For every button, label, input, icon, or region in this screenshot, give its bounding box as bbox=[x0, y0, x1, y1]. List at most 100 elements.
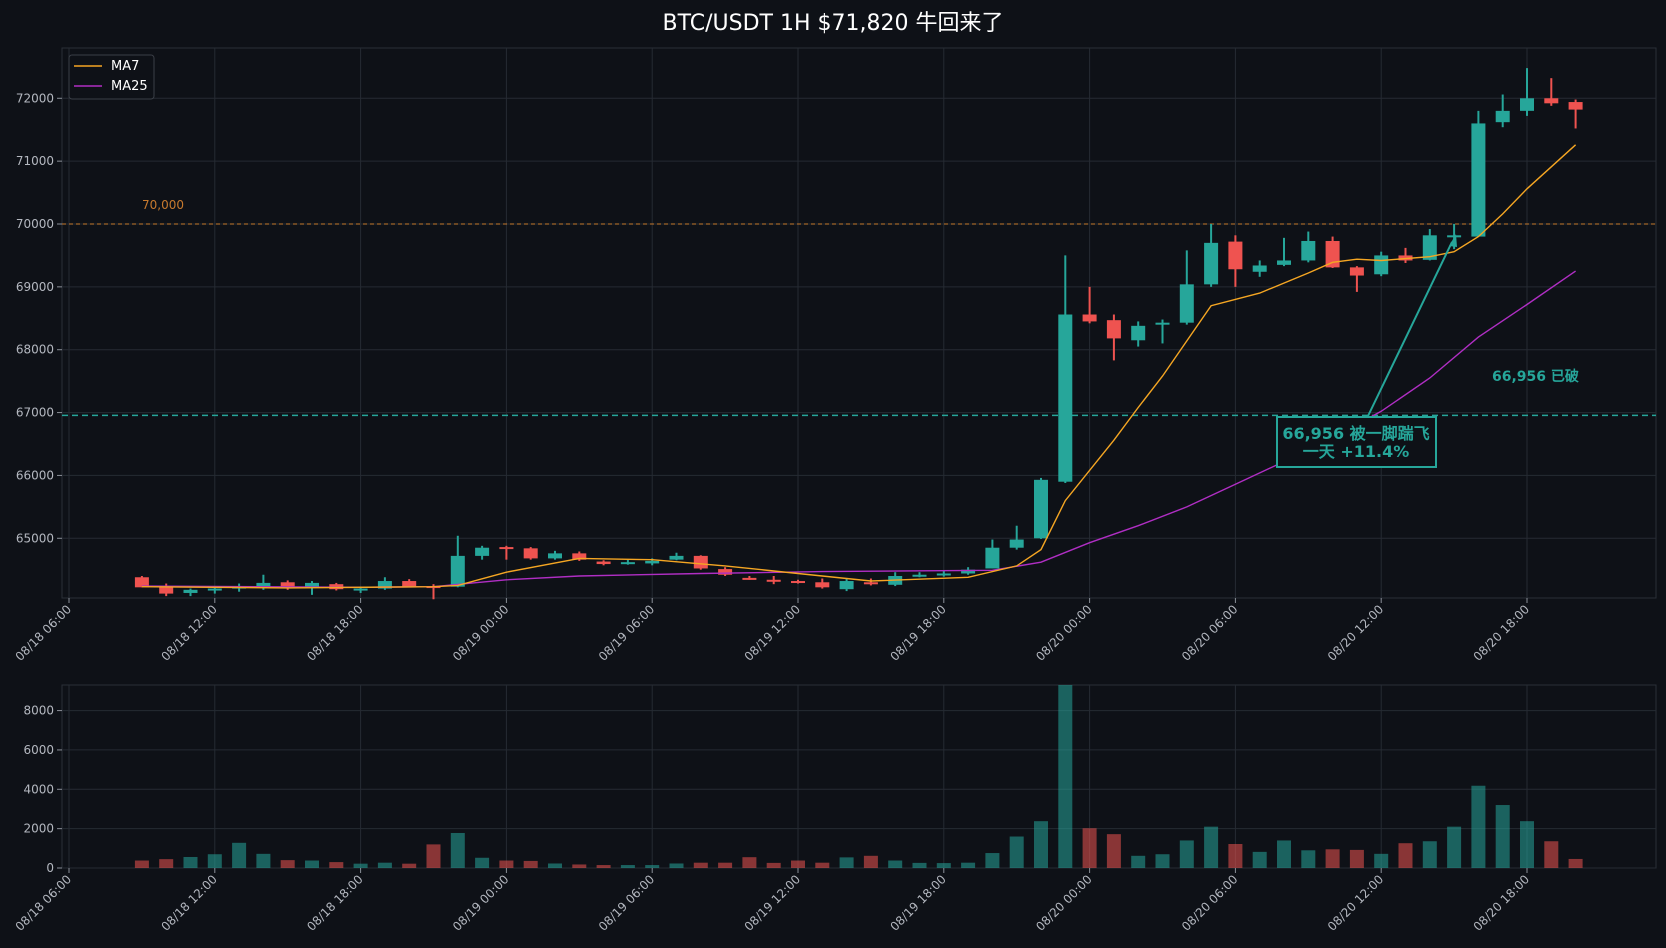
candle-body bbox=[985, 547, 1000, 569]
volume-bar bbox=[1422, 841, 1437, 868]
candle bbox=[791, 579, 805, 584]
candle-body bbox=[596, 561, 611, 565]
candle bbox=[669, 552, 684, 561]
candle-body bbox=[1082, 314, 1097, 322]
volume-y-tick-label: 8000 bbox=[23, 704, 54, 718]
candle-body bbox=[1131, 325, 1146, 341]
volume-bar bbox=[620, 865, 635, 868]
volume-bar bbox=[1228, 843, 1243, 868]
annotations: 70,000 66,956 已破 66,956 被一脚踹飞 一天 +11.4% bbox=[142, 198, 1579, 468]
volume-bar bbox=[791, 860, 805, 868]
volume-bar bbox=[426, 844, 441, 868]
reference-lines bbox=[62, 223, 1656, 417]
volume-bar bbox=[961, 862, 976, 868]
candle bbox=[1058, 255, 1073, 483]
volume-bar bbox=[305, 860, 319, 868]
candle bbox=[766, 576, 781, 585]
volume-bar bbox=[1155, 854, 1170, 868]
price-y-tick-label: 69000 bbox=[16, 280, 54, 294]
volume-y-tick-label: 4000 bbox=[23, 782, 54, 796]
candle-body bbox=[1520, 98, 1534, 111]
candle-body bbox=[1349, 267, 1364, 276]
candle bbox=[1034, 477, 1048, 539]
volume-bar bbox=[1544, 841, 1559, 868]
candle-body bbox=[693, 555, 708, 569]
candle bbox=[1252, 260, 1267, 277]
volume-bar bbox=[1520, 821, 1534, 868]
price-y-tick-label: 65000 bbox=[16, 531, 54, 545]
candle-body bbox=[1009, 539, 1024, 548]
candle-body bbox=[548, 553, 562, 559]
volume-bar bbox=[329, 862, 344, 868]
candles bbox=[134, 68, 1583, 600]
candle bbox=[1277, 237, 1291, 267]
volume-bar bbox=[1131, 855, 1146, 868]
candle bbox=[1204, 224, 1219, 287]
candle bbox=[1228, 235, 1243, 287]
candle-body bbox=[256, 582, 271, 587]
candle-body bbox=[1034, 479, 1048, 539]
price-y-tick-label: 72000 bbox=[16, 91, 54, 105]
moving-averages bbox=[141, 144, 1577, 589]
candle-body bbox=[863, 582, 878, 585]
candle-body bbox=[353, 588, 368, 591]
annotation-line-2: 一天 +11.4% bbox=[1303, 442, 1410, 461]
candle bbox=[548, 550, 562, 560]
candle-body bbox=[1447, 235, 1462, 238]
candle-body bbox=[791, 581, 805, 584]
candle bbox=[1568, 99, 1583, 129]
candle bbox=[1325, 236, 1340, 268]
candle-body bbox=[1471, 123, 1486, 237]
candle-body bbox=[280, 582, 295, 588]
candle bbox=[450, 535, 465, 588]
candle bbox=[1301, 231, 1316, 263]
candle-body bbox=[912, 574, 927, 577]
volume-bar bbox=[232, 842, 247, 868]
volume-bar bbox=[548, 863, 562, 868]
volume-bar bbox=[159, 859, 174, 868]
candle-body bbox=[742, 577, 757, 580]
candle-body bbox=[450, 555, 465, 587]
candle bbox=[815, 578, 830, 589]
volume-bar bbox=[718, 862, 733, 868]
volume-bar bbox=[1301, 850, 1316, 868]
candle bbox=[936, 570, 951, 577]
candle bbox=[863, 578, 878, 586]
volume-bar bbox=[1568, 858, 1583, 868]
volume-bar bbox=[1252, 851, 1267, 868]
volume-bar bbox=[1179, 840, 1194, 868]
volume-bar bbox=[936, 863, 951, 868]
candle-body bbox=[377, 581, 392, 589]
candle bbox=[1082, 286, 1097, 324]
volume-bar bbox=[985, 853, 1000, 868]
volume-bar bbox=[1495, 805, 1510, 868]
ma7-line bbox=[141, 144, 1577, 589]
candle-body bbox=[1058, 314, 1073, 482]
candle-body bbox=[1155, 322, 1170, 325]
volume-bar bbox=[1374, 853, 1389, 868]
candle-body bbox=[159, 587, 174, 594]
legend: MA7 MA25 bbox=[68, 54, 155, 100]
candle bbox=[183, 588, 198, 597]
price-y-tick-label: 68000 bbox=[16, 343, 54, 357]
volume-bar bbox=[1349, 849, 1364, 868]
volume-bar bbox=[1471, 785, 1486, 868]
candle bbox=[620, 559, 635, 565]
annotation-arrow bbox=[1367, 241, 1453, 417]
candle-body bbox=[475, 547, 490, 556]
candle-body bbox=[669, 555, 684, 560]
legend-ma7-label: MA7 bbox=[111, 59, 139, 74]
candle-body bbox=[1204, 242, 1219, 285]
candle-body bbox=[1252, 265, 1267, 272]
volume-bar bbox=[450, 832, 465, 868]
candle bbox=[499, 545, 514, 560]
candle-body bbox=[936, 573, 951, 576]
volume-bar bbox=[839, 857, 854, 868]
chart-title: BTC/USDT 1H $71,820 牛回来了 bbox=[663, 11, 1004, 36]
candle-body bbox=[815, 582, 830, 588]
candle-body bbox=[1422, 235, 1437, 260]
candle bbox=[1155, 319, 1170, 344]
candle-body bbox=[1495, 110, 1510, 123]
candle bbox=[985, 539, 1000, 569]
